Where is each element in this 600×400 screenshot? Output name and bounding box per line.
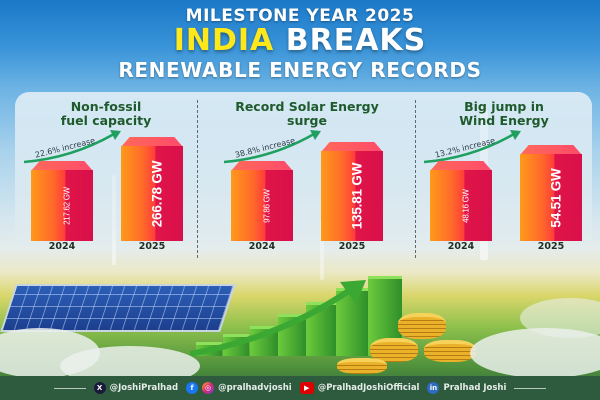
- social-footer: X @JoshiPralhad f ◎ @pralhadvjoshi ▶ @Pr…: [0, 376, 600, 400]
- header: MILESTONE YEAR 2025 INDIA BREAKS RENEWAB…: [0, 0, 600, 86]
- x-handle: @JoshiPralhad: [109, 383, 179, 393]
- heading-highlight: INDIA: [173, 23, 275, 58]
- x-icon: X: [93, 382, 106, 394]
- bar-2024: 217.62 GW: [31, 161, 93, 241]
- main-heading: INDIA BREAKS: [0, 24, 600, 58]
- bar-value: 217.62 GW: [62, 186, 72, 225]
- trend-arrow-icon: [23, 130, 121, 164]
- coin-stack-icon: [424, 340, 476, 362]
- bar-2025: 54.51 GW: [520, 145, 582, 241]
- linkedin-link[interactable]: in Pralhad Joshi: [427, 382, 506, 394]
- stats-card: [15, 92, 592, 260]
- year-label: 2024: [447, 241, 475, 252]
- bar-value: 135.81 GW: [349, 162, 365, 230]
- bar-value: 97.86 GW: [262, 188, 272, 223]
- youtube-handle: @PralhadJoshiOfficial: [317, 383, 420, 393]
- column-divider: [197, 100, 198, 258]
- linkedin-name: Pralhad Joshi: [443, 383, 507, 393]
- panel-title: Non-fossil fuel capacity: [60, 99, 152, 128]
- panel-title: Big jump in Wind Energy: [459, 99, 549, 128]
- facebook-instagram-link[interactable]: f ◎ @pralhadvjoshi: [186, 382, 292, 394]
- heading-rest: BREAKS: [285, 23, 427, 58]
- fb-ig-handle: @pralhadvjoshi: [218, 383, 292, 393]
- panel-solar: Record Solar Energy surge: [198, 92, 416, 260]
- coin-stack-icon: [398, 313, 446, 339]
- bar-2024: 48.16 GW: [430, 161, 492, 241]
- x-link[interactable]: X @JoshiPralhad: [93, 382, 179, 394]
- bar-2024: 97.86 GW: [231, 161, 293, 241]
- landscape-illustration: [0, 258, 600, 386]
- year-label: 2025: [138, 241, 166, 252]
- footer-divider: [514, 387, 547, 389]
- bar-2025: 135.81 GW: [321, 142, 383, 241]
- bar-value: 266.78 GW: [149, 160, 165, 227]
- facebook-icon: f: [186, 382, 199, 394]
- coin-stack-icon: [370, 338, 418, 362]
- trend-arrow-icon: [423, 130, 521, 164]
- instagram-icon: ◎: [202, 382, 215, 394]
- youtube-icon: ▶: [299, 382, 314, 394]
- linkedin-icon: in: [427, 382, 440, 394]
- year-label: 2025: [338, 241, 366, 252]
- bar-2025: 266.78 GW: [121, 137, 183, 241]
- milestone-heading: MILESTONE YEAR 2025: [185, 6, 415, 26]
- year-label: 2025: [537, 241, 565, 252]
- trend-arrow-icon: [223, 130, 321, 164]
- year-label: 2024: [248, 241, 276, 252]
- panel-title: Record Solar Energy surge: [235, 99, 379, 128]
- column-divider: [415, 100, 416, 258]
- year-label: 2024: [48, 241, 76, 252]
- growth-arrow-icon: [190, 280, 366, 357]
- bar-value: 48.16 GW: [461, 188, 471, 223]
- bar-value: 54.51 GW: [548, 167, 564, 228]
- sub-heading: RENEWABLE ENERGY RECORDS: [118, 58, 482, 82]
- footer-divider: [53, 387, 86, 389]
- panel-wind: Big jump in Wind Energy: [416, 92, 592, 260]
- youtube-link[interactable]: ▶ @PralhadJoshiOfficial: [299, 382, 420, 394]
- coin-stack-icon: [337, 358, 387, 374]
- panel-non-fossil: Non-fossil fuel capacity: [15, 92, 197, 260]
